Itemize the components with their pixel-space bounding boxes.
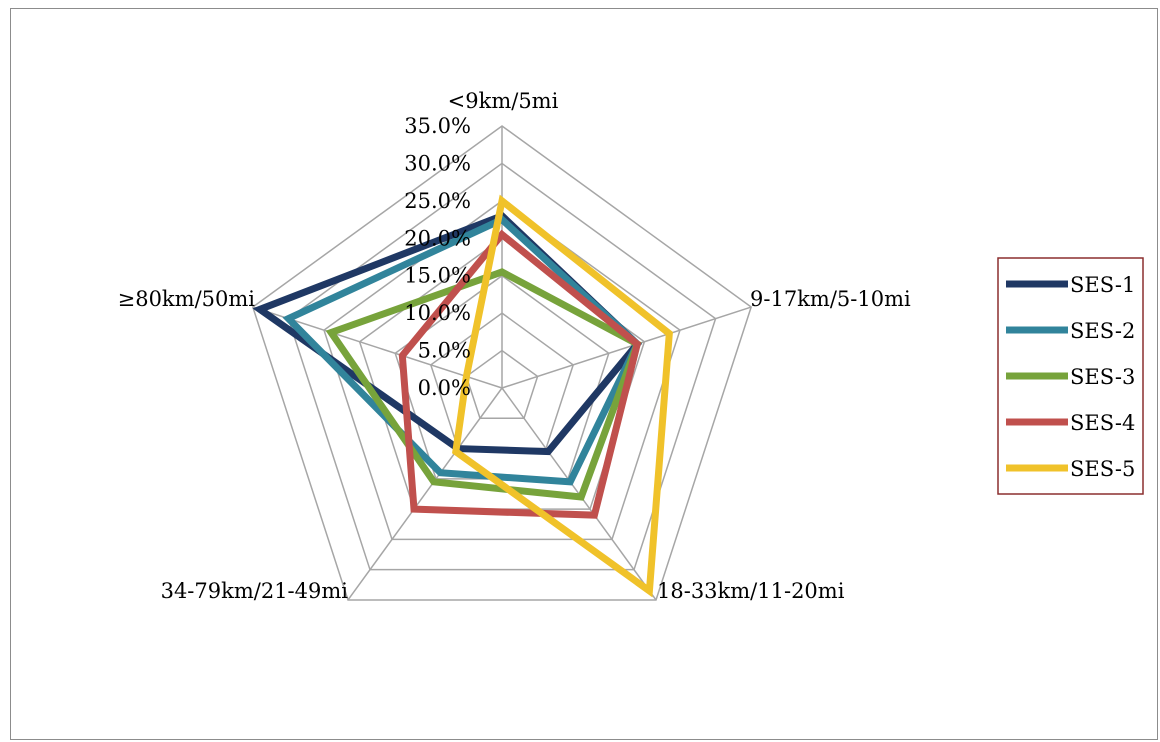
legend-label: SES-2 — [1070, 319, 1135, 343]
grid-ring — [251, 125, 753, 601]
legend-label: SES-3 — [1070, 365, 1135, 389]
tick-label: 10.0% — [404, 301, 471, 325]
tick-label: 25.0% — [404, 189, 471, 213]
legend: SES-1 SES-2 SES-3 SES-4 SES-5 — [997, 257, 1144, 495]
tick-label: 20.0% — [404, 226, 471, 250]
category-label: ≥80km/50mi — [118, 287, 256, 311]
category-label: 18-33km/11-20mi — [657, 579, 845, 603]
tick-label: 35.0% — [404, 114, 471, 138]
category-labels: <9km/5mi 9-17km/5-10mi 18-33km/11-20mi 34-7… — [118, 89, 911, 603]
legend-label: SES-4 — [1070, 411, 1135, 435]
grid-spoke — [347, 387, 503, 601]
grid-ring — [287, 162, 717, 571]
legend-label: SES-1 — [1070, 273, 1135, 297]
grid-spoke — [501, 306, 752, 389]
chart-area — [10, 8, 1158, 740]
tick-label: 15.0% — [404, 264, 471, 288]
category-label: 34-79km/21-49mi — [161, 579, 349, 603]
legend-label: SES-5 — [1070, 457, 1135, 481]
category-label: 9-17km/5-10mi — [750, 287, 911, 311]
tick-label: 0.0% — [418, 376, 471, 400]
grid-ring — [465, 349, 539, 420]
tick-label: 30.0% — [404, 151, 471, 175]
category-label: <9km/5mi — [448, 89, 559, 113]
tick-label: 5.0% — [418, 339, 471, 363]
grid-ring — [323, 199, 681, 541]
radar-series-layer — [252, 194, 673, 598]
series-line-ses-5 — [452, 194, 673, 598]
radial-tick-labels: 0.0% 5.0% 10.0% 15.0% 20.0% 25.0% 30.0% 35.0% — [404, 114, 471, 400]
series-line-ses-4 — [398, 229, 642, 519]
